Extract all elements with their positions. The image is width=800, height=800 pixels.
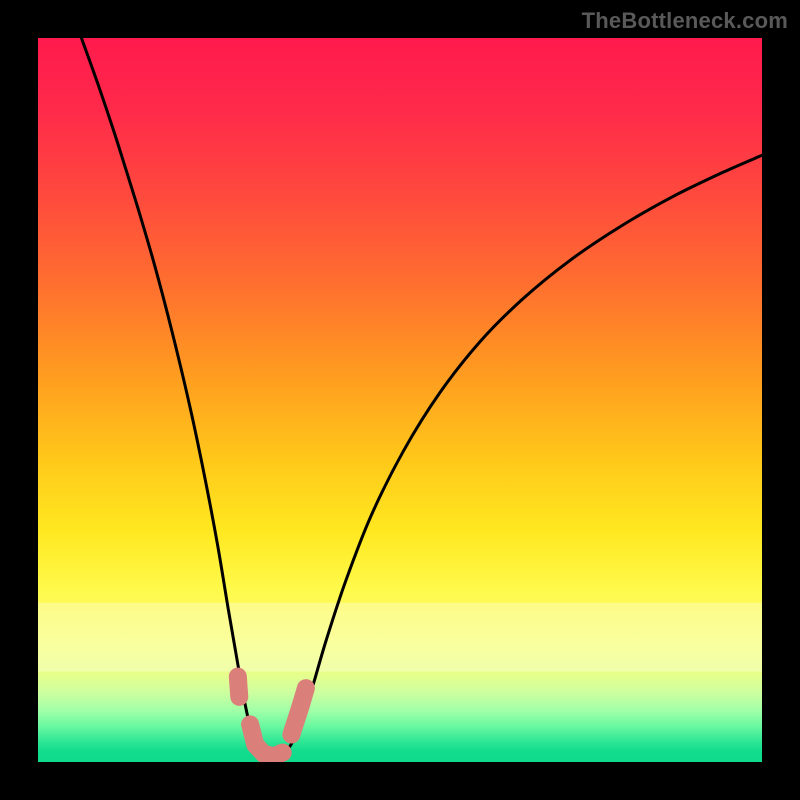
chart-frame: TheBottleneck.com (0, 0, 800, 800)
highlight-markers (38, 38, 762, 762)
plot-area (38, 38, 762, 762)
watermark-text: TheBottleneck.com (582, 8, 788, 34)
